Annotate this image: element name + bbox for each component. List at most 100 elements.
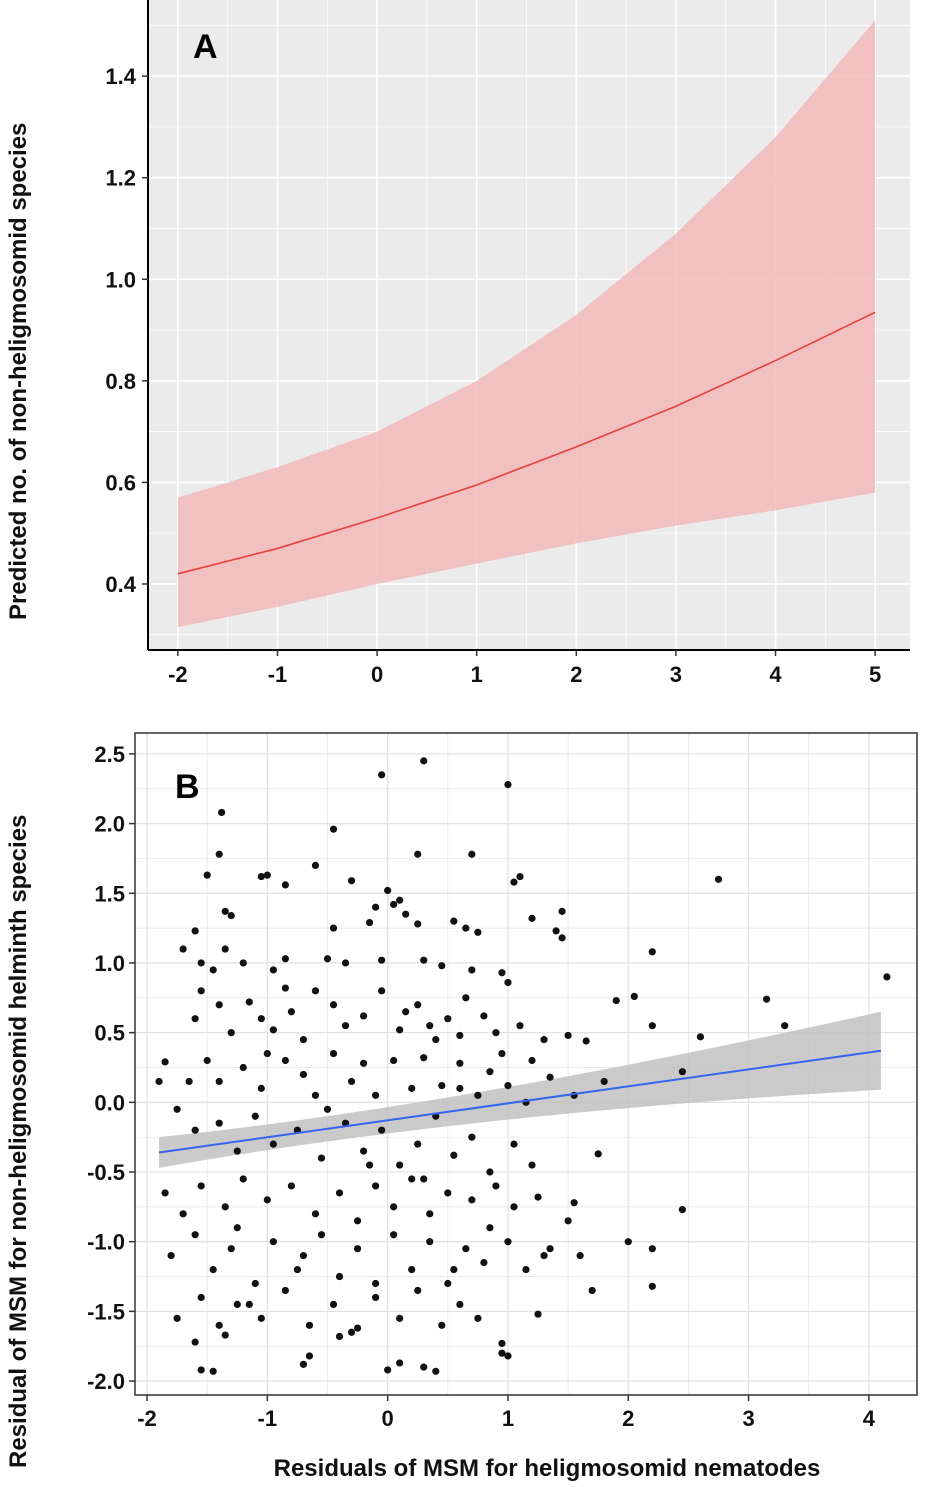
panel-a-x-tick-label: 3 xyxy=(670,662,682,687)
panel-b: -2 -1 0 1 2 3 4 -2.0 -1.5 -1.0 -0.5 0.0 0.5 1.0 1.5 2.0… xyxy=(5,732,918,1482)
panel-b-point xyxy=(263,1049,271,1058)
panel-b-point xyxy=(293,1265,302,1274)
panel-b-y-tick-label: 2.5 xyxy=(94,742,125,767)
panel-b-point xyxy=(215,1321,223,1329)
panel-b-point xyxy=(438,1082,446,1090)
panel-b-point xyxy=(269,1238,277,1246)
panel-b-point xyxy=(414,1286,422,1295)
panel-b-point xyxy=(444,1279,452,1288)
panel-b-point xyxy=(426,1210,434,1218)
panel-b-point xyxy=(372,1182,380,1190)
panel-a-y-tick-label: 0.8 xyxy=(105,369,136,394)
panel-b-point xyxy=(474,928,482,936)
panel-b-point xyxy=(510,1203,518,1211)
panel-b-point xyxy=(486,1068,494,1076)
panel-b-x-tick-label: -1 xyxy=(258,1406,278,1431)
panel-b-point xyxy=(516,872,524,881)
panel-b-point xyxy=(444,1015,452,1023)
panel-b-point xyxy=(191,1231,199,1239)
panel-b-point xyxy=(221,907,229,915)
panel-b-point xyxy=(299,1252,308,1260)
panel-b-point xyxy=(462,1245,470,1253)
panel-a-x-tick-label: 5 xyxy=(869,662,881,687)
panel-a-y-tick-label: 1.4 xyxy=(105,64,136,89)
panel-b-point xyxy=(546,1245,554,1253)
panel-b-point xyxy=(510,878,518,886)
panel-b-point xyxy=(179,945,187,953)
panel-b-point xyxy=(335,1272,344,1281)
panel-b-point xyxy=(450,1265,458,1274)
panel-b-point xyxy=(414,850,422,858)
panel-b-point xyxy=(396,1161,404,1169)
panel-b-point xyxy=(209,1265,217,1274)
panel-a-x-tick-label: 4 xyxy=(769,662,782,687)
panel-a-x-tick-label: -2 xyxy=(168,662,188,687)
panel-b-point xyxy=(323,1105,332,1113)
panel-b-point xyxy=(450,917,458,925)
panel-b-point xyxy=(468,850,476,858)
panel-b-points xyxy=(155,757,891,1375)
panel-a-line-path xyxy=(177,311,876,575)
panel-b-point xyxy=(390,900,398,909)
panel-b-point xyxy=(648,1282,656,1290)
panel-b-point xyxy=(396,896,404,904)
panel-b-tick-labels: -2 -1 0 1 2 3 4 -2.0 -1.5 -1.0 -0.5 0.0 0.5 1.0 1.5 2.0… xyxy=(87,742,876,1431)
panel-b-point xyxy=(564,1031,572,1040)
panel-b-point xyxy=(546,1073,554,1081)
panel-b-point xyxy=(474,1314,482,1322)
panel-b-point xyxy=(468,1133,476,1141)
panel-a: -2 -1 0 1 2 3 4 5 0.4 0.6 0.8 1.0 1.2 1.4 A Predicted… xyxy=(5,0,910,687)
panel-b-point xyxy=(414,1140,422,1148)
panel-b-point xyxy=(366,1161,374,1169)
panel-b-y-tick-label: 0.5 xyxy=(94,1021,125,1046)
panel-b-point xyxy=(239,959,247,967)
panel-b-point xyxy=(197,1182,205,1190)
panel-a-y-axis-label: Predicted no. of non-heligmosomid specie… xyxy=(5,123,32,620)
panel-b-point xyxy=(263,1196,271,1204)
panel-b-point xyxy=(233,1147,241,1155)
panel-b-point xyxy=(420,956,428,964)
panel-b-point xyxy=(781,1022,789,1030)
panel-b-point xyxy=(245,998,253,1006)
panel-b-point xyxy=(257,872,265,881)
panel-b-point xyxy=(552,927,560,935)
panel-b-point xyxy=(648,948,656,956)
panel-b-point xyxy=(341,959,350,967)
panel-b-point xyxy=(763,995,771,1003)
panel-b-point xyxy=(534,1310,542,1318)
panel-a-letter: A xyxy=(193,28,218,66)
panel-b-point xyxy=(227,1245,235,1253)
panel-b-point xyxy=(299,1036,308,1044)
panel-b-point xyxy=(281,1286,289,1295)
panel-b-point xyxy=(335,1332,344,1341)
panel-b-point xyxy=(215,1119,223,1127)
panel-b-point xyxy=(372,1293,380,1302)
panel-b-point xyxy=(468,966,476,974)
panel-b-point xyxy=(299,1070,308,1079)
panel-b-point xyxy=(311,1210,320,1218)
panel-b-point xyxy=(269,1140,277,1148)
panel-b-point xyxy=(281,955,289,963)
panel-b-point xyxy=(588,1286,596,1295)
panel-b-point xyxy=(257,1015,265,1023)
panel-b-point xyxy=(600,1077,608,1086)
panel-a-x-tick-label: 0 xyxy=(371,662,383,687)
panel-b-point xyxy=(359,1059,368,1067)
panel-b-point xyxy=(353,1324,362,1332)
panel-b-point xyxy=(396,1314,404,1322)
panel-b-letter: B xyxy=(175,768,200,806)
panel-b-point xyxy=(468,1196,476,1204)
panel-b-point xyxy=(269,1026,277,1034)
panel-b-point xyxy=(299,1360,308,1368)
panel-b-point xyxy=(390,1056,398,1065)
panel-b-point xyxy=(161,1189,169,1197)
panel-b-point xyxy=(594,1150,602,1158)
panel-b-point xyxy=(251,1112,259,1120)
panel-b-point xyxy=(311,861,320,870)
panel-a-band-shape xyxy=(177,20,876,628)
panel-b-point xyxy=(353,1245,362,1253)
panel-a-y-tick-label: 0.4 xyxy=(105,572,136,597)
panel-b-point xyxy=(498,969,506,977)
panel-b-point xyxy=(534,1193,542,1201)
panel-b-point xyxy=(167,1252,175,1260)
